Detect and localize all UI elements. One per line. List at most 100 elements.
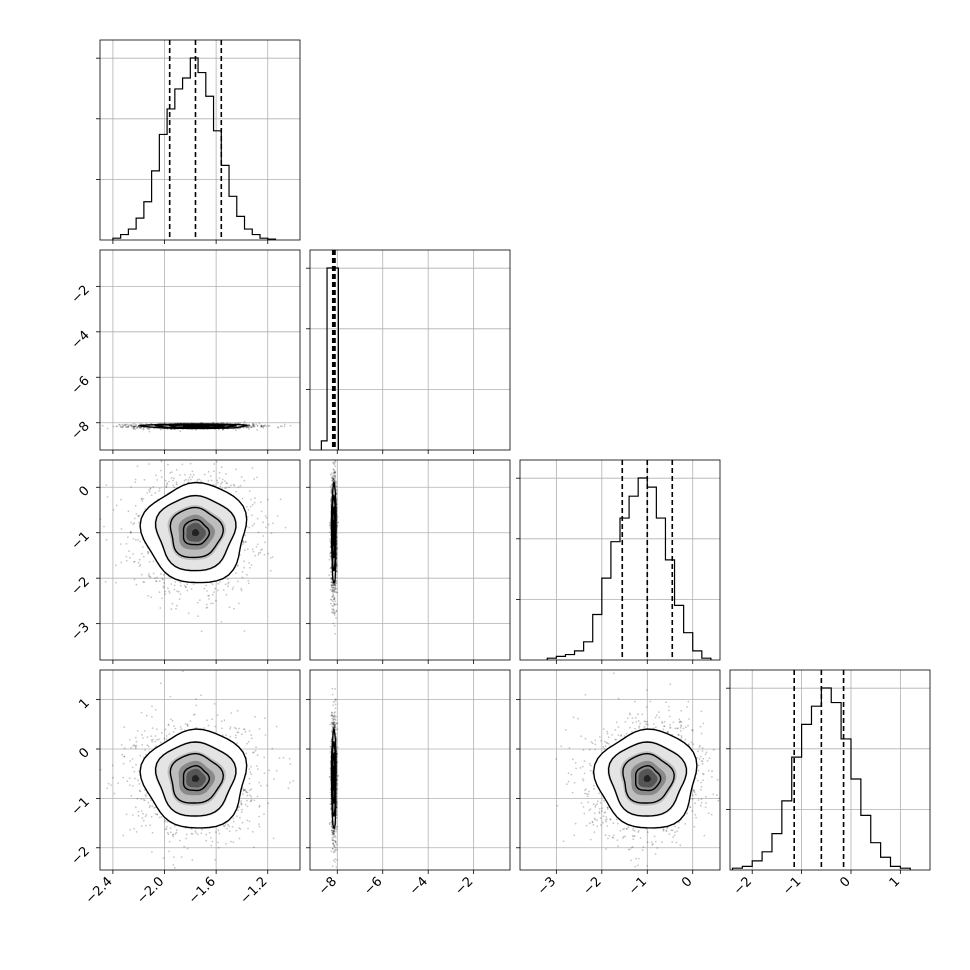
scatter-point (218, 428, 220, 431)
scatter-point (333, 590, 336, 593)
scatter-point (335, 610, 338, 613)
scatter-point (191, 470, 194, 473)
scatter-point (336, 564, 339, 567)
scatter-point (147, 551, 150, 553)
scatter-point (335, 480, 338, 483)
scatter-point (333, 587, 335, 589)
scatter-point (200, 480, 203, 482)
scatter-point (335, 453, 337, 455)
scatter-point (152, 572, 155, 575)
scatter-point (196, 601, 199, 604)
scatter-point (263, 553, 266, 556)
grid-layer (100, 40, 930, 870)
scatter-point (134, 481, 137, 483)
scatter-point (141, 546, 144, 548)
scatter-point (249, 426, 252, 429)
scatter-point (254, 554, 256, 557)
scatter-point (330, 581, 333, 584)
scatter-point (141, 552, 143, 555)
scatter-point (232, 586, 235, 589)
scatter-point (252, 422, 254, 425)
scatter-point (133, 522, 136, 524)
scatter-point (333, 598, 335, 601)
scatter-point (222, 428, 224, 431)
scatter-point (131, 424, 133, 427)
scatter-point (334, 584, 337, 587)
scatter-point (156, 479, 159, 481)
scatter-point (141, 500, 144, 502)
scatter-point (184, 586, 187, 588)
scatter-point (279, 498, 282, 501)
scatter-point (247, 580, 250, 582)
scatter-point (332, 454, 334, 456)
scatter-point (122, 425, 125, 427)
scatter-point (334, 475, 337, 478)
scatter-point (188, 476, 191, 479)
scatter-point (332, 477, 335, 480)
scatter-point (334, 611, 336, 614)
scatter-point (197, 615, 200, 617)
scatter-point (170, 583, 173, 585)
scatter-point (217, 846, 220, 849)
scatter-point (135, 423, 138, 426)
scatter-point (132, 425, 135, 428)
scatter-point (125, 813, 128, 816)
scatter-point (179, 581, 182, 584)
scatter-point (253, 522, 256, 525)
scatter-point (174, 581, 177, 583)
scatter-point (260, 510, 263, 513)
scatter-point (335, 591, 338, 594)
scatter-point (138, 565, 141, 567)
scatter-point (171, 602, 174, 605)
scatter-point (333, 614, 336, 616)
scatter-point (336, 515, 339, 518)
scatter-point (334, 462, 336, 464)
scatter-point (196, 480, 199, 482)
scatter-point (140, 573, 143, 576)
scatter-point (329, 598, 332, 601)
scatter-point (224, 487, 227, 490)
scatter-point (105, 484, 108, 486)
scatter-point (262, 426, 265, 429)
scatter-point (135, 425, 138, 427)
scatter-point (240, 589, 243, 592)
scatter-point (236, 580, 239, 583)
scatter-point (248, 490, 251, 492)
scatter-point (332, 477, 335, 480)
scatter-point (152, 560, 155, 563)
scatter-point (227, 585, 229, 588)
scatter-point (138, 558, 141, 561)
scatter-point (331, 479, 334, 481)
scatter-point (235, 490, 238, 493)
scatter-point (329, 567, 332, 570)
scatter-point (132, 425, 135, 428)
scatter-point (333, 602, 335, 605)
scatter-point (170, 471, 173, 474)
scatter-point (127, 510, 130, 513)
scatter-point (254, 497, 256, 499)
scatter-point (215, 460, 218, 463)
scatter-point (130, 486, 133, 488)
scatter-point (220, 466, 223, 469)
scatter-point (265, 526, 267, 529)
scatter-point (155, 580, 158, 583)
scatter-point (247, 509, 250, 511)
scatter-point (192, 583, 195, 585)
scatter-point (150, 596, 153, 599)
scatter-point (243, 420, 246, 423)
scatter-point (227, 581, 230, 584)
scatter-point (142, 428, 145, 431)
scatter-point (328, 531, 331, 534)
scatter-point (333, 475, 335, 478)
scatter-point (205, 603, 208, 606)
scatter-point (272, 522, 274, 525)
scatter-point (331, 611, 334, 614)
scatter-point (134, 425, 136, 428)
scatter-point (114, 564, 117, 567)
scatter-point (133, 517, 136, 520)
scatter-point (336, 570, 339, 573)
scatter-point (252, 550, 255, 553)
scatter-point (235, 422, 238, 424)
scatter-point (136, 426, 139, 429)
scatter-point (138, 514, 141, 517)
